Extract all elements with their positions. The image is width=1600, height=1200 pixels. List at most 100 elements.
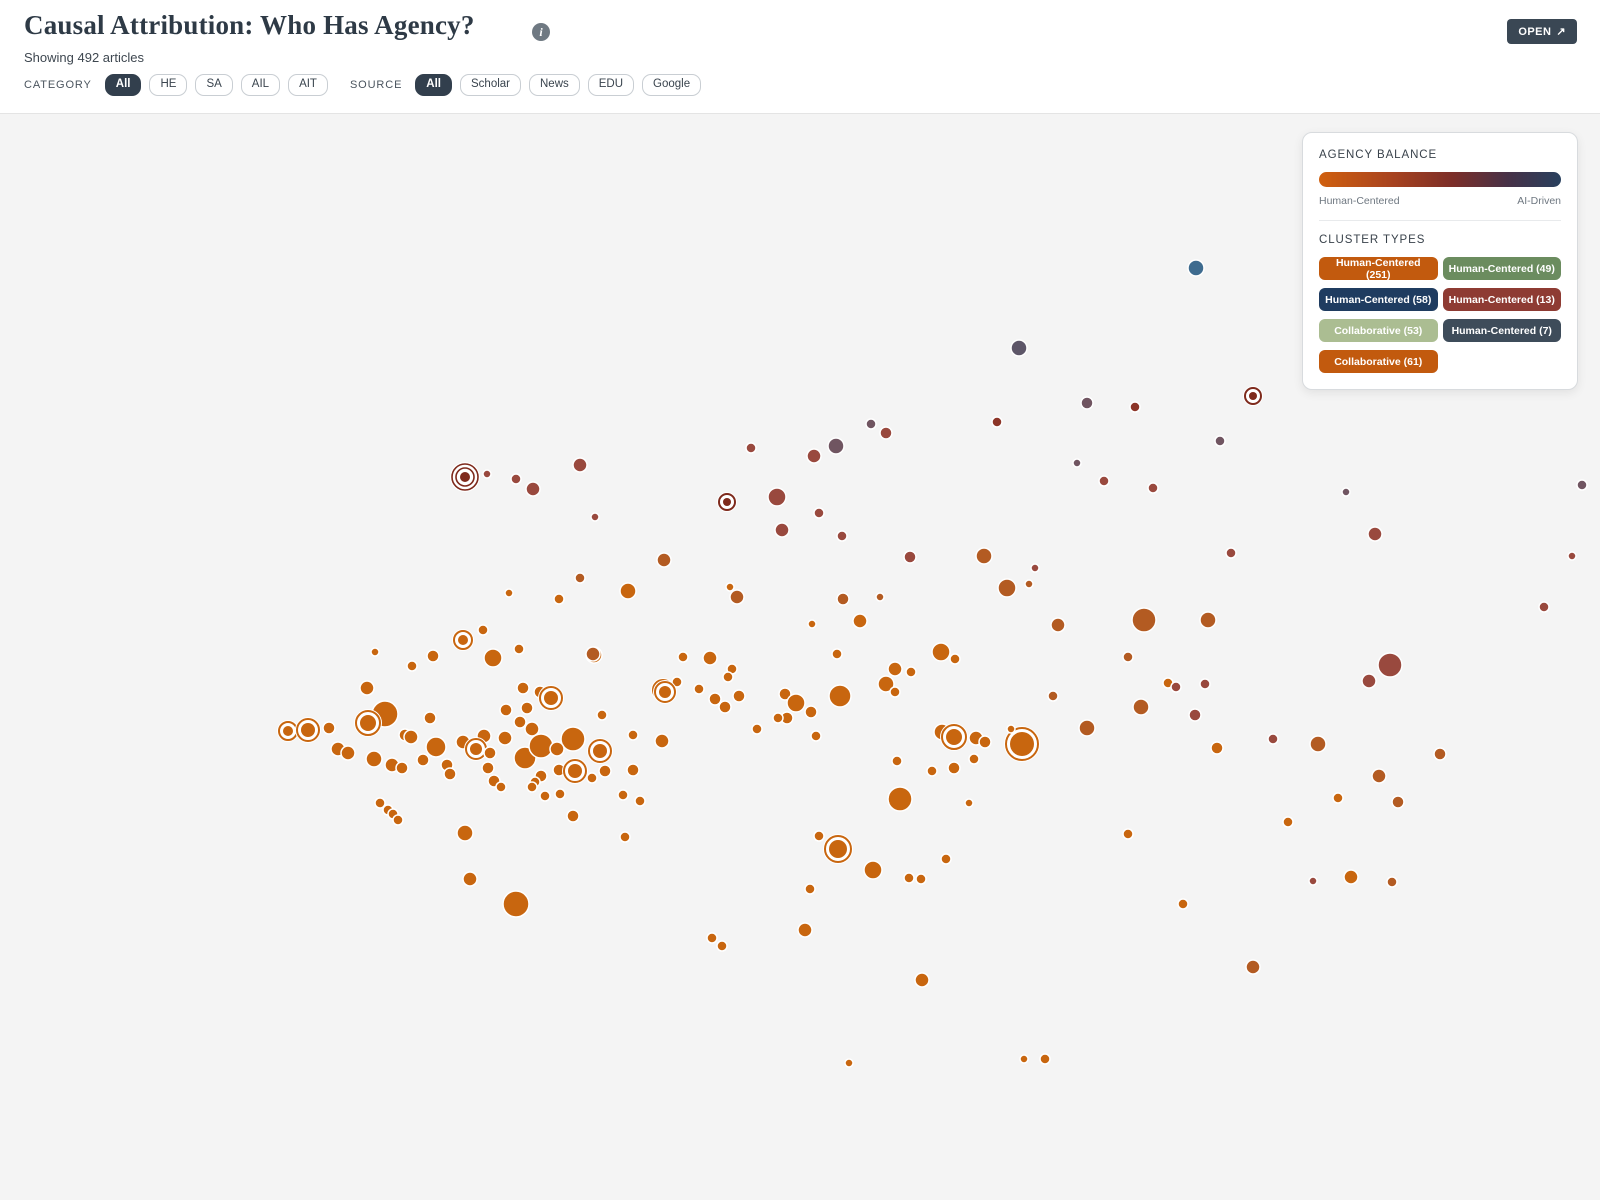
article-dot[interactable]: [964, 798, 974, 808]
article-dot[interactable]: [654, 733, 670, 749]
article-dot[interactable]: [671, 676, 683, 688]
article-dot[interactable]: [1199, 678, 1211, 690]
article-dot[interactable]: [538, 685, 564, 711]
article-dot[interactable]: [619, 831, 631, 843]
article-dot[interactable]: [1576, 479, 1588, 491]
article-dot[interactable]: [1122, 828, 1134, 840]
article-dot[interactable]: [585, 646, 601, 662]
article-dot[interactable]: [1343, 869, 1359, 885]
article-dot[interactable]: [751, 723, 763, 735]
filter-source-all[interactable]: All: [415, 74, 452, 96]
filter-category-he[interactable]: HE: [149, 74, 188, 96]
scatter-canvas[interactable]: [0, 114, 1600, 1200]
article-dot[interactable]: [497, 730, 513, 746]
article-dot[interactable]: [370, 647, 380, 657]
article-dot[interactable]: [510, 473, 522, 485]
article-dot[interactable]: [1006, 724, 1016, 734]
article-dot[interactable]: [423, 711, 437, 725]
article-dot[interactable]: [450, 462, 480, 492]
article-dot[interactable]: [797, 922, 813, 938]
article-dot[interactable]: [877, 675, 895, 693]
article-dot[interactable]: [889, 686, 901, 698]
article-dot[interactable]: [729, 589, 745, 605]
article-dot[interactable]: [656, 552, 672, 568]
article-dot[interactable]: [1225, 547, 1237, 559]
article-dot[interactable]: [1039, 1053, 1051, 1065]
article-dot[interactable]: [968, 753, 980, 765]
filter-source-news[interactable]: News: [529, 74, 580, 96]
article-dot[interactable]: [1332, 792, 1344, 804]
article-dot[interactable]: [482, 469, 492, 479]
article-dot[interactable]: [725, 582, 735, 592]
article-dot[interactable]: [1188, 708, 1202, 722]
article-dot[interactable]: [499, 703, 513, 717]
article-dot[interactable]: [524, 721, 540, 737]
filter-source-google[interactable]: Google: [642, 74, 702, 96]
article-dot[interactable]: [949, 653, 961, 665]
article-dot[interactable]: [1004, 726, 1040, 762]
article-dot[interactable]: [940, 723, 968, 751]
article-dot[interactable]: [1010, 339, 1028, 357]
article-dot[interactable]: [693, 683, 705, 695]
article-dot[interactable]: [978, 735, 992, 749]
filter-source-edu[interactable]: EDU: [587, 74, 635, 96]
article-dot[interactable]: [1080, 396, 1094, 410]
article-dot[interactable]: [528, 733, 554, 759]
article-dot[interactable]: [844, 1058, 854, 1068]
article-dot[interactable]: [464, 737, 488, 761]
article-dot[interactable]: [1371, 768, 1387, 784]
article-dot[interactable]: [374, 797, 386, 809]
article-dot[interactable]: [1177, 898, 1189, 910]
article-dot[interactable]: [774, 522, 790, 538]
article-dot[interactable]: [915, 873, 927, 885]
article-dot[interactable]: [1047, 690, 1059, 702]
article-dot[interactable]: [1098, 475, 1110, 487]
cluster-type-button[interactable]: Human-Centered (13): [1442, 288, 1561, 311]
filter-category-ait[interactable]: AIT: [288, 74, 328, 96]
article-dot[interactable]: [560, 726, 586, 752]
article-dot[interactable]: [1243, 386, 1263, 406]
open-button[interactable]: OPEN ↗: [1507, 19, 1577, 44]
article-dot[interactable]: [1122, 651, 1134, 663]
article-dot[interactable]: [745, 442, 757, 454]
article-dot[interactable]: [807, 619, 817, 629]
article-dot[interactable]: [426, 649, 440, 663]
article-dot[interactable]: [502, 890, 530, 918]
article-dot[interactable]: [732, 689, 746, 703]
article-dot[interactable]: [452, 629, 474, 651]
article-dot[interactable]: [340, 745, 356, 761]
article-dot[interactable]: [617, 789, 629, 801]
article-dot[interactable]: [525, 481, 541, 497]
filter-category-sa[interactable]: SA: [195, 74, 233, 96]
article-dot[interactable]: [1024, 579, 1034, 589]
article-dot[interactable]: [1030, 563, 1040, 573]
article-dot[interactable]: [1078, 719, 1096, 737]
article-dot[interactable]: [1377, 652, 1403, 678]
article-dot[interactable]: [365, 750, 383, 768]
article-dot[interactable]: [1282, 816, 1294, 828]
article-dot[interactable]: [406, 660, 418, 672]
article-dot[interactable]: [1210, 741, 1224, 755]
article-dot[interactable]: [1129, 401, 1141, 413]
cluster-type-button[interactable]: Human-Centered (58): [1319, 288, 1438, 311]
article-dot[interactable]: [1050, 617, 1066, 633]
article-dot[interactable]: [598, 764, 612, 778]
article-dot[interactable]: [1170, 681, 1182, 693]
article-dot[interactable]: [905, 666, 917, 678]
article-dot[interactable]: [520, 701, 534, 715]
article-dot[interactable]: [477, 624, 489, 636]
article-dot[interactable]: [903, 872, 915, 884]
article-dot[interactable]: [1214, 435, 1226, 447]
article-dot[interactable]: [891, 755, 903, 767]
article-dot[interactable]: [1019, 1054, 1029, 1064]
cluster-type-button[interactable]: Human-Centered (251): [1319, 257, 1438, 281]
article-dot[interactable]: [931, 642, 951, 662]
article-dot[interactable]: [526, 781, 538, 793]
article-dot[interactable]: [1391, 795, 1405, 809]
article-dot[interactable]: [354, 709, 382, 737]
article-dot[interactable]: [627, 729, 639, 741]
article-dot[interactable]: [1308, 876, 1318, 886]
article-dot[interactable]: [619, 582, 637, 600]
article-dot[interactable]: [1131, 607, 1157, 633]
article-dot[interactable]: [549, 741, 565, 757]
